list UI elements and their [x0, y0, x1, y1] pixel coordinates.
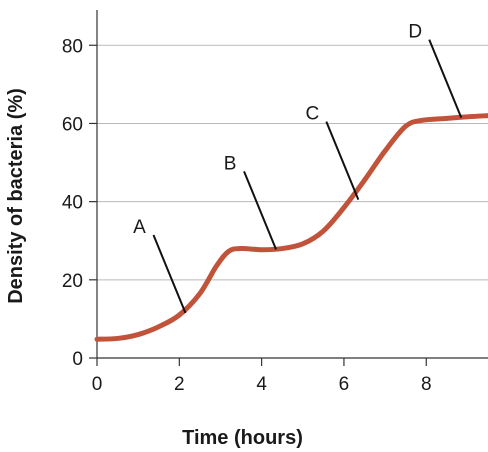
data-series — [94, 113, 488, 342]
x-tick-label-8: 8 — [421, 374, 432, 395]
leader-line-c — [325, 121, 360, 201]
tick-labels: 0 20 40 60 80 0 2 4 6 8 — [62, 36, 432, 395]
annotation-label-b: B — [224, 153, 237, 174]
leader-line-b — [243, 170, 277, 250]
y-tick-label-0: 0 — [72, 349, 83, 370]
annotations: A B C D — [133, 22, 463, 314]
axes — [89, 10, 488, 366]
gridlines — [97, 44, 488, 281]
x-tick-label-6: 6 — [339, 374, 350, 395]
x-tick-label-0: 0 — [92, 374, 103, 395]
y-axis-title: Density of bacteria (%) — [5, 88, 27, 304]
annotation-label-d: D — [408, 22, 422, 43]
leader-line-a — [152, 234, 187, 314]
growth-curve-0 — [94, 113, 488, 342]
y-tick-label-80: 80 — [62, 36, 83, 57]
y-tick-label-20: 20 — [62, 271, 83, 292]
y-tick-label-60: 60 — [62, 114, 83, 135]
annotation-label-c: C — [305, 104, 319, 125]
x-tick-label-2: 2 — [174, 374, 185, 395]
annotation-label-a: A — [133, 217, 146, 238]
x-axis-title: Time (hours) — [182, 427, 303, 449]
leader-line-d — [428, 39, 463, 118]
y-tick-label-40: 40 — [62, 193, 83, 214]
x-tick-label-4: 4 — [256, 374, 267, 395]
